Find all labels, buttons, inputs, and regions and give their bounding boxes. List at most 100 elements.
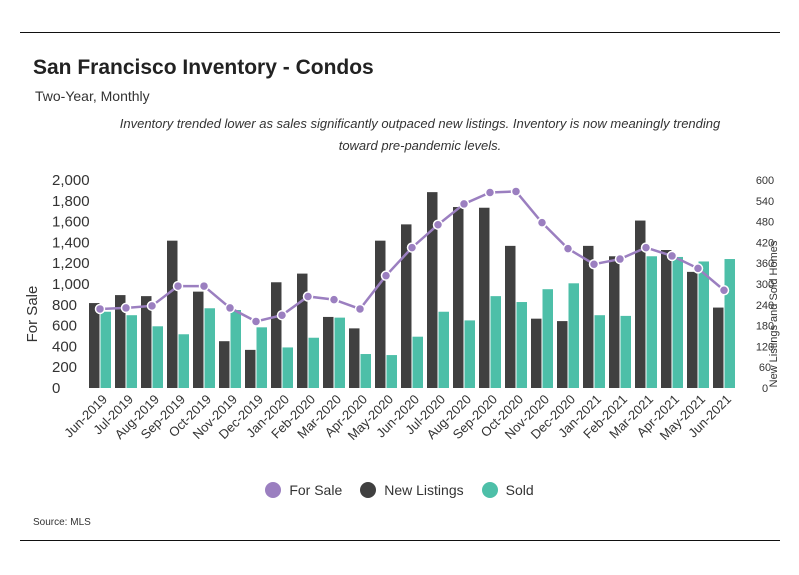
for-sale-point	[198, 280, 210, 292]
right-axis-tick-label: 420	[756, 237, 774, 249]
for-sale-swatch	[265, 482, 282, 498]
for-sale-point	[146, 300, 158, 312]
right-axis-tick-label: 480	[756, 217, 774, 229]
new-listings-bar	[271, 282, 282, 388]
legend-item-sold: Sold	[481, 482, 534, 498]
sold-bar	[490, 296, 501, 388]
new-listings-bar	[219, 341, 230, 388]
for-sale-point	[640, 242, 652, 253]
right-axis-tick-label: 360	[756, 258, 774, 270]
for-sale-point	[588, 258, 600, 270]
sold-bar	[204, 308, 215, 388]
sold-bar	[256, 327, 267, 388]
for-sale-point	[172, 280, 184, 292]
sold-bar	[516, 302, 527, 388]
for-sale-point	[94, 303, 106, 315]
new-listings-bar	[323, 316, 334, 388]
for-sale-point	[328, 294, 340, 305]
sold-bar	[542, 289, 553, 388]
right-axis-tick-label: 600	[756, 175, 774, 187]
left-axis-tick-label: 1,600	[52, 214, 90, 231]
sold-bar	[412, 336, 423, 388]
left-axis-tick-label: 1,800	[52, 193, 90, 210]
left-axis-tick-label: 1,400	[52, 234, 90, 251]
for-sale-point	[562, 243, 574, 254]
source-note: Source: MLS	[33, 517, 91, 528]
left-axis-tick-label: 0	[52, 380, 60, 397]
for-sale-point	[250, 316, 262, 327]
sold-bar	[308, 337, 319, 388]
new-listings-bar	[245, 349, 256, 388]
left-axis-title: For Sale	[24, 286, 41, 343]
new-listings-bar	[115, 295, 126, 388]
sold-bar	[672, 256, 683, 388]
sold-bar	[100, 311, 111, 388]
for-sale-point	[302, 291, 314, 302]
sold-bar	[620, 315, 631, 388]
right-axis-tick-label: 180	[756, 321, 774, 333]
new-listings-bar	[427, 192, 438, 388]
new-listings-bar	[583, 245, 594, 388]
for-sale-point	[484, 187, 496, 198]
new-listings-bar	[635, 220, 646, 388]
right-axis-tick-label: 120	[756, 341, 774, 353]
sold-bar	[568, 283, 579, 388]
sold-bar	[386, 355, 397, 388]
chart-title: San Francisco Inventory - Condos	[33, 56, 374, 79]
new-listings-bar	[453, 207, 464, 388]
sold-bar	[438, 311, 449, 388]
right-axis-tick-label: 60	[759, 362, 771, 374]
sold-bar	[178, 334, 189, 388]
sold-bar	[464, 320, 475, 388]
top-rule	[20, 32, 780, 33]
chart-annotation: Inventory trended lower as sales signifi…	[119, 116, 721, 153]
sold-bar	[126, 315, 137, 388]
new-listings-bar	[505, 245, 516, 388]
new-listings-bar	[531, 318, 542, 388]
bottom-rule	[20, 540, 780, 541]
sold-bar	[334, 317, 345, 388]
new-listings-bar	[167, 240, 178, 388]
new-listings-swatch	[360, 482, 377, 498]
sold-bar	[646, 256, 657, 388]
new-listings-bar	[661, 250, 672, 388]
for-sale-point	[224, 302, 236, 314]
sold-bar	[230, 310, 241, 388]
for-sale-point	[458, 198, 470, 210]
legend-item-new-listings: New Listings	[360, 482, 464, 498]
new-listings-bar	[141, 296, 152, 388]
right-axis-tick-label: 240	[756, 300, 774, 312]
left-axis-tick-label: 2,000	[52, 172, 90, 189]
new-listings-bar	[557, 321, 568, 388]
new-listings-bar	[687, 271, 698, 388]
for-sale-point	[510, 186, 522, 197]
for-sale-point	[666, 250, 678, 262]
legend-label-for-sale: For Sale	[289, 482, 343, 498]
for-sale-point	[536, 217, 548, 228]
new-listings-bar	[193, 291, 204, 388]
axes-layer: 2,0001,8001,6001,4001,2001,0008006004002…	[24, 172, 780, 443]
new-listings-bar	[297, 273, 308, 388]
for-sale-point	[354, 303, 366, 315]
right-axis-tick-label: 0	[762, 383, 768, 395]
for-sale-point	[692, 263, 704, 274]
left-axis-tick-label: 800	[52, 297, 77, 314]
right-axis-tick-label: 300	[756, 279, 774, 291]
legend-item-for-sale: For Sale	[265, 482, 342, 498]
new-listings-bar	[479, 207, 490, 388]
new-listings-bar	[609, 256, 620, 388]
left-axis-tick-label: 600	[52, 318, 77, 335]
sold-bar	[152, 326, 163, 388]
sold-bar	[360, 354, 371, 388]
sold-swatch	[481, 482, 498, 498]
new-listings-bar	[349, 328, 360, 388]
left-axis-tick-label: 200	[52, 359, 77, 376]
sold-bar	[698, 261, 709, 388]
line-layer	[94, 186, 730, 327]
for-sale-point	[718, 284, 730, 296]
chart-subtitle: Two-Year, Monthly	[35, 88, 150, 104]
left-axis-tick-label: 1,000	[52, 276, 90, 293]
new-listings-bar	[89, 303, 100, 388]
bar-layer	[89, 192, 735, 388]
sold-bar	[724, 259, 735, 388]
